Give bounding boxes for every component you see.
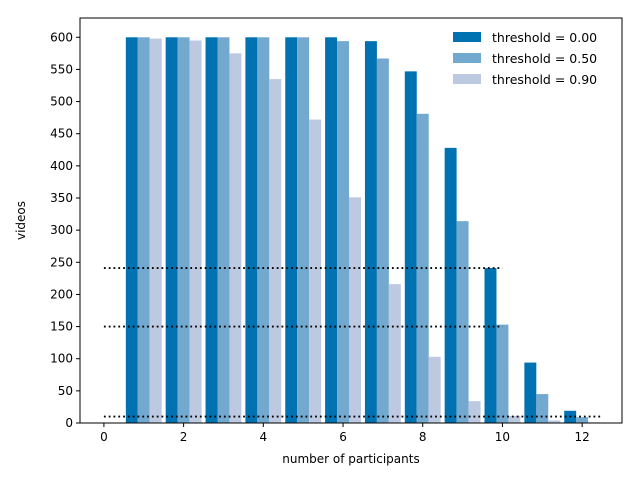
x-tick-label: 2	[180, 430, 188, 444]
bar-s1-x9	[456, 221, 469, 423]
bar-s0-x2	[165, 37, 178, 424]
bar-s1-x1	[137, 37, 150, 424]
plot-frame	[79, 17, 623, 424]
bar-s1-x10	[496, 324, 509, 423]
x-tick-label: 12	[575, 430, 590, 444]
legend-swatch-2	[453, 74, 481, 84]
bar-s2-x11	[548, 420, 561, 423]
bar-s2-x4	[269, 79, 282, 424]
bar-s1-x6	[337, 41, 350, 424]
y-tick-label: 550	[50, 62, 73, 76]
bar-s2-x5	[309, 119, 322, 424]
bars-layer	[125, 37, 601, 424]
x-tick-label: 0	[100, 430, 108, 444]
bar-s0-x3	[205, 37, 218, 424]
legend-label-2: threshold = 0.90	[492, 72, 597, 87]
bar-s1-x11	[536, 394, 549, 423]
legend-swatch-1	[453, 53, 481, 63]
y-tick-label: 100	[50, 352, 73, 366]
bar-s2-x8	[428, 356, 441, 423]
legend-label-0: threshold = 0.00	[492, 30, 597, 45]
y-tick-label: 600	[50, 30, 73, 44]
bar-s0-x10	[484, 268, 497, 423]
y-tick-label: 200	[50, 287, 73, 301]
bar-s2-x6	[349, 197, 361, 423]
bar-s1-x2	[177, 37, 190, 424]
y-tick-label: 350	[50, 191, 73, 205]
bar-s0-x6	[325, 37, 338, 424]
bar-s0-x7	[364, 41, 377, 424]
y-tick-label: 150	[50, 320, 73, 334]
legend-swatch-0	[453, 32, 481, 42]
y-tick-label: 50	[58, 384, 73, 398]
y-axis-ticks: 0 50 100 150 200 250 300 350 400 450 500 550 600	[50, 30, 80, 430]
bar-s2-x7	[388, 284, 401, 423]
bar-s0-x11	[524, 362, 537, 423]
bar-s0-x9	[444, 147, 457, 423]
bar-s0-x5	[285, 37, 298, 424]
y-tick-label: 400	[50, 159, 73, 173]
bar-s2-x1	[149, 38, 162, 423]
bar-s2-x3	[229, 53, 242, 423]
y-tick-label: 300	[50, 223, 73, 237]
x-tick-label: 6	[339, 430, 347, 444]
bar-s2-x9	[468, 401, 481, 423]
bar-s0-x1	[125, 37, 138, 424]
y-axis-label: videos	[14, 201, 28, 240]
y-tick-label: 250	[50, 255, 73, 269]
x-tick-label: 10	[495, 430, 510, 444]
bar-s0-x8	[404, 71, 417, 423]
bar-s2-x10	[508, 415, 521, 423]
x-tick-label: 8	[419, 430, 427, 444]
bar-s1-x7	[376, 58, 389, 423]
legend-label-1: threshold = 0.50	[492, 51, 597, 66]
bar-s1-x12	[576, 417, 589, 423]
bar-s0-x4	[245, 37, 258, 424]
y-tick-label: 0	[65, 416, 73, 430]
x-tick-label: 4	[260, 430, 268, 444]
legend: threshold = 0.00 threshold = 0.50 threshol…	[453, 30, 597, 87]
bar-s1-x4	[257, 37, 270, 424]
bar-s1-x8	[416, 113, 429, 424]
bar-s1-x5	[297, 37, 310, 424]
x-axis-ticks: 0 2 4 6 8 10 12	[100, 423, 590, 444]
bar-s2-x2	[189, 40, 202, 423]
y-tick-label: 500	[50, 95, 73, 109]
y-tick-label: 450	[50, 127, 73, 141]
reference-lines-layer	[103, 267, 603, 418]
x-axis-label: number of participants	[282, 452, 419, 466]
bar-s1-x3	[217, 37, 230, 424]
